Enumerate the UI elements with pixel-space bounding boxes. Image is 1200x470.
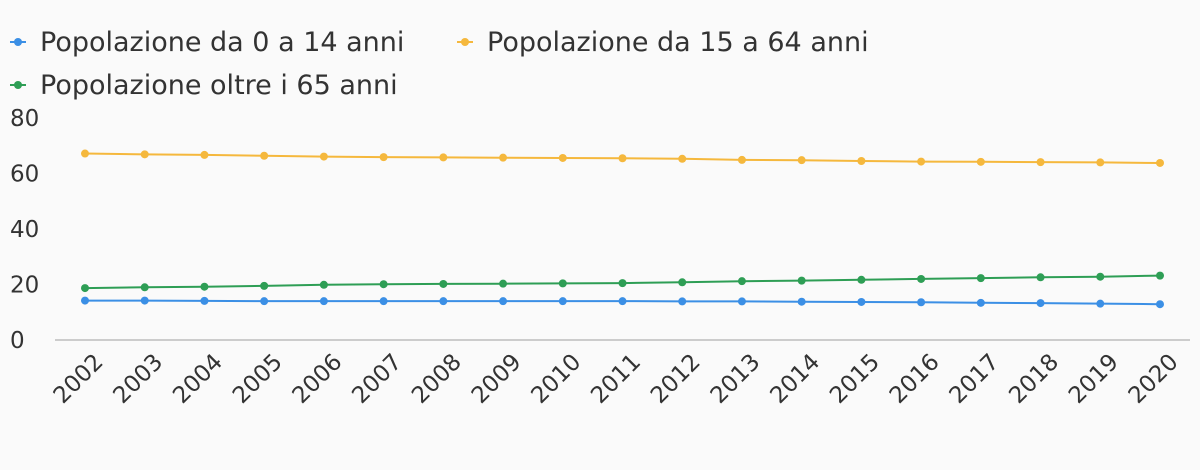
y-tick-label: 40 bbox=[10, 217, 39, 243]
data-point[interactable] bbox=[1036, 158, 1045, 167]
x-axis: 2002 2003 2004 2005 2006 2007 2008 2009 2010 2011… bbox=[49, 349, 1184, 409]
data-point[interactable] bbox=[1156, 158, 1164, 167]
data-point[interactable] bbox=[917, 274, 926, 283]
data-point[interactable] bbox=[618, 279, 627, 288]
x-tick-label: 2002 bbox=[49, 349, 109, 409]
data-point[interactable] bbox=[976, 274, 985, 283]
x-tick-label: 2019 bbox=[1064, 349, 1124, 409]
x-tick-label: 2009 bbox=[467, 349, 527, 409]
data-point[interactable] bbox=[737, 297, 746, 306]
x-tick-label: 2003 bbox=[108, 349, 168, 409]
x-tick-label: 2016 bbox=[885, 349, 945, 409]
data-point[interactable] bbox=[1036, 273, 1045, 282]
data-point[interactable] bbox=[1096, 299, 1105, 308]
y-tick-label: 60 bbox=[10, 162, 39, 188]
data-point[interactable] bbox=[857, 157, 866, 166]
x-tick-label: 2005 bbox=[228, 349, 288, 409]
legend-label: Popolazione da 15 a 64 anni bbox=[487, 27, 869, 58]
data-point[interactable] bbox=[917, 298, 926, 307]
data-point[interactable] bbox=[1096, 158, 1105, 167]
data-point[interactable] bbox=[439, 153, 448, 162]
data-point[interactable] bbox=[857, 297, 866, 306]
x-tick-label: 2020 bbox=[1124, 349, 1184, 409]
data-point[interactable] bbox=[81, 284, 89, 293]
data-point[interactable] bbox=[857, 275, 866, 284]
data-point[interactable] bbox=[737, 155, 746, 164]
data-point[interactable] bbox=[499, 279, 508, 288]
y-axis: 0 20 40 60 80 bbox=[10, 106, 39, 354]
data-point[interactable] bbox=[200, 150, 209, 159]
data-point[interactable] bbox=[558, 297, 567, 306]
legend-item[interactable]: Popolazione oltre i 65 anni bbox=[10, 70, 398, 101]
data-point[interactable] bbox=[1096, 272, 1105, 281]
data-point[interactable] bbox=[140, 296, 149, 305]
data-point[interactable] bbox=[260, 281, 269, 290]
data-point[interactable] bbox=[379, 297, 388, 306]
legend-label: Popolazione oltre i 65 anni bbox=[40, 70, 398, 101]
series bbox=[81, 149, 1164, 167]
data-point[interactable] bbox=[618, 154, 627, 163]
data-point[interactable] bbox=[1156, 271, 1164, 280]
data-point[interactable] bbox=[797, 276, 806, 285]
data-point[interactable] bbox=[558, 279, 567, 288]
legend-label: Popolazione da 0 a 14 anni bbox=[40, 27, 404, 58]
legend-dot-marker bbox=[14, 81, 22, 89]
data-point[interactable] bbox=[1156, 300, 1164, 309]
x-tick-label: 2014 bbox=[765, 349, 825, 409]
data-point[interactable] bbox=[200, 296, 209, 305]
data-point[interactable] bbox=[678, 154, 687, 163]
x-tick-label: 2013 bbox=[706, 349, 766, 409]
x-tick-label: 2011 bbox=[586, 349, 646, 409]
data-point[interactable] bbox=[200, 282, 209, 291]
data-point[interactable] bbox=[917, 157, 926, 166]
x-tick-label: 2008 bbox=[407, 349, 467, 409]
data-point[interactable] bbox=[379, 153, 388, 162]
data-point[interactable] bbox=[499, 297, 508, 306]
data-point[interactable] bbox=[558, 153, 567, 162]
x-tick-label: 2007 bbox=[347, 349, 407, 409]
data-point[interactable] bbox=[319, 297, 328, 306]
series bbox=[81, 271, 1164, 293]
series bbox=[81, 296, 1164, 309]
x-tick-label: 2006 bbox=[288, 349, 348, 409]
data-point[interactable] bbox=[81, 149, 89, 158]
data-point[interactable] bbox=[1036, 299, 1045, 308]
data-point[interactable] bbox=[976, 157, 985, 166]
data-point[interactable] bbox=[678, 278, 687, 287]
data-point[interactable] bbox=[737, 277, 746, 286]
legend-dot-marker bbox=[14, 38, 22, 46]
data-point[interactable] bbox=[140, 150, 149, 159]
data-point[interactable] bbox=[140, 283, 149, 292]
legend-item[interactable]: Popolazione da 15 a 64 anni bbox=[457, 27, 869, 58]
y-tick-label: 20 bbox=[10, 273, 39, 299]
data-point[interactable] bbox=[499, 153, 508, 162]
data-point[interactable] bbox=[81, 296, 89, 305]
data-point[interactable] bbox=[260, 297, 269, 306]
x-tick-label: 2012 bbox=[646, 349, 706, 409]
x-tick-label: 2017 bbox=[945, 349, 1005, 409]
x-tick-label: 2004 bbox=[168, 349, 228, 409]
data-point[interactable] bbox=[797, 156, 806, 165]
data-point[interactable] bbox=[260, 151, 269, 160]
data-point[interactable] bbox=[618, 297, 627, 306]
x-tick-label: 2015 bbox=[825, 349, 885, 409]
data-point[interactable] bbox=[678, 297, 687, 306]
x-tick-label: 2010 bbox=[527, 349, 587, 409]
data-point[interactable] bbox=[319, 280, 328, 289]
legend: Popolazione da 0 a 14 anni Popolazione da… bbox=[10, 27, 869, 101]
data-point[interactable] bbox=[976, 298, 985, 307]
y-tick-label: 80 bbox=[10, 106, 39, 132]
data-point[interactable] bbox=[797, 297, 806, 306]
x-tick-label: 2018 bbox=[1004, 349, 1064, 409]
data-point[interactable] bbox=[439, 297, 448, 306]
data-point[interactable] bbox=[439, 279, 448, 288]
plot-area bbox=[81, 149, 1164, 309]
legend-dot-marker bbox=[461, 38, 469, 46]
data-point[interactable] bbox=[319, 152, 328, 161]
data-point[interactable] bbox=[379, 280, 388, 289]
y-tick-label: 0 bbox=[10, 328, 25, 354]
legend-item[interactable]: Popolazione da 0 a 14 anni bbox=[10, 27, 404, 58]
